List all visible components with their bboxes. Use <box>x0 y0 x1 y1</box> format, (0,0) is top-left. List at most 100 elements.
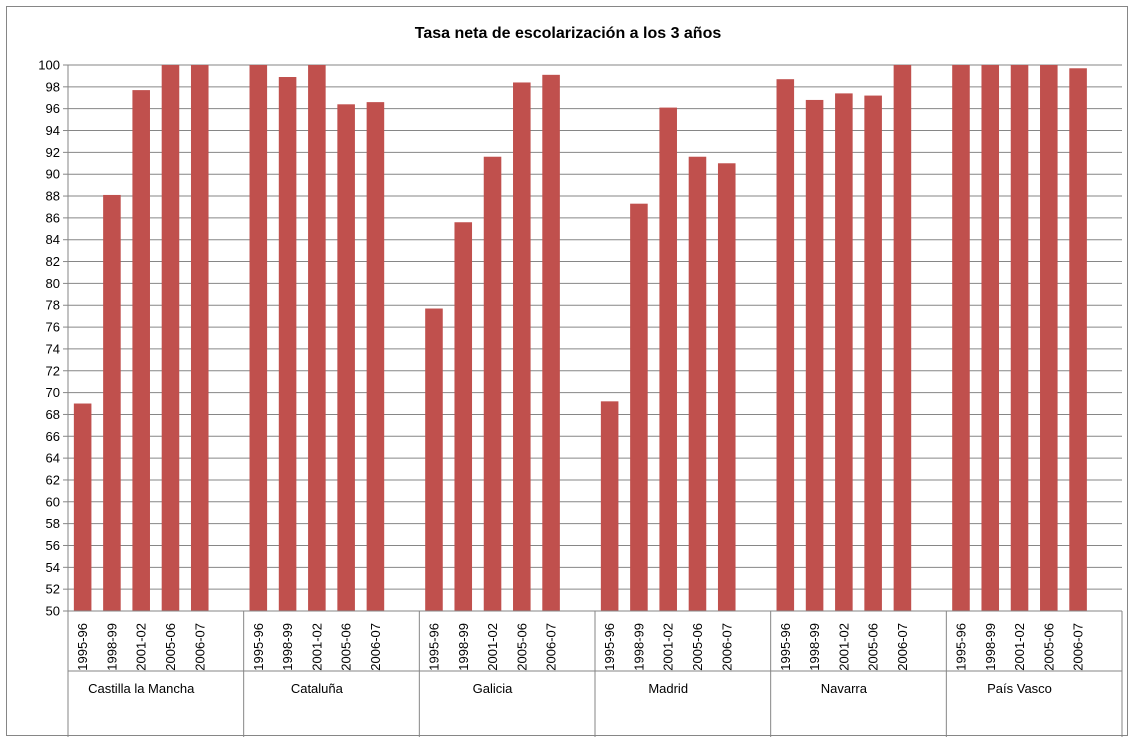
x-tick-label: 1998-99 <box>104 623 119 671</box>
bar <box>776 79 795 612</box>
y-tick-label: 82 <box>46 254 60 269</box>
x-tick-label: 2005-06 <box>866 623 881 671</box>
bar <box>161 65 180 611</box>
x-tick-label: 1995-96 <box>602 623 617 671</box>
group-label: País Vasco <box>987 681 1052 696</box>
group-label: Madrid <box>648 681 688 696</box>
y-tick-label: 64 <box>46 451 60 466</box>
bar <box>1069 68 1087 611</box>
y-axis-ticks: 50 52 54 56 58 60 62 64 66 68 70 72 74 76 78 80 82 84 86 88… <box>38 58 68 619</box>
x-tick-label: 1998-99 <box>807 623 822 671</box>
x-tick-label: 1995-96 <box>251 623 266 671</box>
x-tick-label: 2006-07 <box>895 623 910 671</box>
group-label: Navarra <box>821 681 868 696</box>
x-axis-category-labels: 1995-96 1998-99 2001-02 2005-06 2006-07 1995-… <box>75 623 1085 671</box>
bar <box>835 93 853 612</box>
y-tick-label: 58 <box>46 516 60 531</box>
y-tick-label: 96 <box>46 101 60 116</box>
y-tick-label: 76 <box>46 320 60 335</box>
bar <box>864 95 882 612</box>
x-tick-label: 2005-06 <box>514 623 529 671</box>
gridlines <box>68 64 1122 612</box>
chart-title: Tasa neta de escolarización a los 3 años <box>415 25 722 42</box>
bar <box>483 156 502 611</box>
x-tick-label: 2001-02 <box>309 623 324 671</box>
x-tick-label: 2006-07 <box>719 623 734 671</box>
y-tick-label: 62 <box>46 472 60 487</box>
y-tick-label: 100 <box>38 58 60 73</box>
y-tick-label: 78 <box>46 298 60 313</box>
x-tick-label: 2006-07 <box>192 623 207 671</box>
group-label: Galicia <box>473 681 514 696</box>
x-tick-label: 2005-06 <box>690 623 705 671</box>
x-tick-label: 1998-99 <box>280 623 295 671</box>
y-tick-label: 56 <box>46 538 60 553</box>
y-tick-label: 98 <box>46 79 60 94</box>
y-tick-label: 88 <box>46 189 60 204</box>
bar <box>103 194 121 611</box>
bar <box>659 107 677 611</box>
y-tick-label: 50 <box>46 604 60 619</box>
x-tick-label: 2005-06 <box>339 623 354 671</box>
y-tick-label: 84 <box>46 232 60 247</box>
chart-frame: Tasa neta de escolarización a los 3 años… <box>6 6 1128 737</box>
x-tick-label: 2001-02 <box>836 623 851 671</box>
bar <box>425 308 443 611</box>
x-tick-label: 2001-02 <box>485 623 500 671</box>
bar <box>893 65 912 611</box>
bar <box>308 65 326 611</box>
y-tick-label: 60 <box>46 494 60 509</box>
y-tick-label: 92 <box>46 145 60 160</box>
bar <box>688 156 707 611</box>
x-tick-label: 1998-99 <box>456 623 471 671</box>
bar <box>542 74 560 611</box>
bar <box>981 65 1000 611</box>
bar <box>454 222 473 612</box>
x-tick-label: 2005-06 <box>1041 623 1056 671</box>
x-tick-label: 2001-02 <box>134 623 149 671</box>
bar <box>600 401 619 611</box>
y-tick-label: 54 <box>46 560 60 575</box>
x-tick-label: 1995-96 <box>426 623 441 671</box>
bar-chart: Tasa neta de escolarización a los 3 años… <box>38 25 1123 737</box>
x-tick-label: 2006-07 <box>368 623 383 671</box>
y-tick-label: 94 <box>46 123 60 138</box>
x-tick-label: 2006-07 <box>1071 623 1086 671</box>
axes <box>67 65 1123 737</box>
x-tick-label: 2006-07 <box>544 623 559 671</box>
bar <box>73 403 92 611</box>
bar <box>952 65 970 611</box>
y-tick-label: 68 <box>46 407 60 422</box>
bar <box>337 104 355 611</box>
y-tick-label: 52 <box>46 582 60 597</box>
x-tick-label: 1995-96 <box>778 623 793 671</box>
group-label: Cataluña <box>291 681 344 696</box>
x-axis-group-labels: Castilla la Mancha Cataluña Galicia Madrid N… <box>88 681 1052 696</box>
bar <box>630 203 648 611</box>
x-tick-label: 2001-02 <box>661 623 676 671</box>
y-tick-label: 70 <box>46 385 60 400</box>
x-tick-label: 1995-96 <box>75 623 90 671</box>
x-tick-label: 2001-02 <box>1012 623 1027 671</box>
x-tick-label: 1995-96 <box>953 623 968 671</box>
y-tick-label: 90 <box>46 167 60 182</box>
bar <box>805 99 824 611</box>
y-tick-label: 80 <box>46 276 60 291</box>
bar <box>190 65 209 611</box>
bar <box>366 102 385 612</box>
bar <box>249 65 268 611</box>
y-tick-label: 86 <box>46 210 60 225</box>
bar <box>513 82 531 612</box>
x-tick-label: 1998-99 <box>983 623 998 671</box>
y-tick-label: 74 <box>46 341 60 356</box>
x-tick-label: 2005-06 <box>163 623 178 671</box>
group-label: Castilla la Mancha <box>88 681 195 696</box>
bar <box>1040 65 1058 611</box>
y-tick-label: 72 <box>46 363 60 378</box>
bar <box>1010 65 1029 611</box>
bar <box>717 163 736 611</box>
bar <box>132 90 150 612</box>
y-tick-label: 66 <box>46 429 60 444</box>
bars <box>73 65 1087 612</box>
x-tick-label: 1998-99 <box>631 623 646 671</box>
